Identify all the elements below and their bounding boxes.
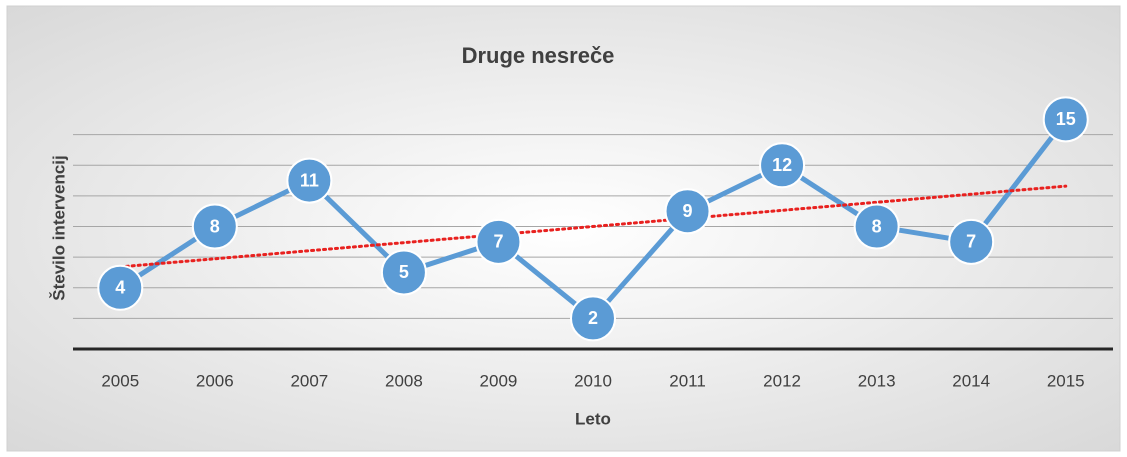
data-point: [380, 249, 427, 296]
x-axis-title: Leto: [575, 409, 611, 428]
data-label: 11: [300, 170, 319, 190]
data-point: [97, 264, 144, 311]
chart-title: Druge nesreče: [462, 43, 615, 68]
data-point: [1042, 96, 1089, 143]
x-tick-label: 2013: [858, 371, 896, 390]
data-label: 8: [872, 216, 882, 236]
data-label: 12: [772, 155, 792, 175]
data-point: [570, 295, 616, 342]
x-tick-label: 2014: [952, 371, 990, 390]
data-label: 7: [966, 232, 976, 252]
data-label: 15: [1056, 109, 1076, 129]
data-label: 2: [588, 308, 598, 328]
data-point: [759, 142, 806, 189]
data-label: 9: [683, 201, 693, 221]
data-point: [475, 218, 522, 265]
data-label: 8: [210, 216, 220, 236]
data-point: [664, 188, 711, 235]
trendline: [118, 184, 1068, 269]
data-label: 5: [399, 262, 409, 282]
x-tick-label: 2007: [290, 371, 328, 390]
x-tick-label: 2005: [101, 371, 139, 390]
x-tick-label: 2009: [480, 371, 518, 390]
data-point: [853, 203, 900, 250]
data-point: [191, 203, 238, 250]
data-point: [286, 157, 333, 204]
x-tick-label: 2008: [385, 371, 423, 390]
x-tick-label: 2010: [574, 371, 612, 390]
x-tick-label: 2006: [196, 371, 234, 390]
data-label: 7: [493, 232, 503, 252]
data-point: [948, 218, 995, 265]
x-tick-label: 2015: [1047, 371, 1085, 390]
x-tick-label: 2012: [763, 371, 801, 390]
data-label: 4: [115, 278, 125, 298]
y-axis-title: Število intervencij: [49, 155, 68, 301]
x-tick-label: 2011: [669, 371, 706, 390]
